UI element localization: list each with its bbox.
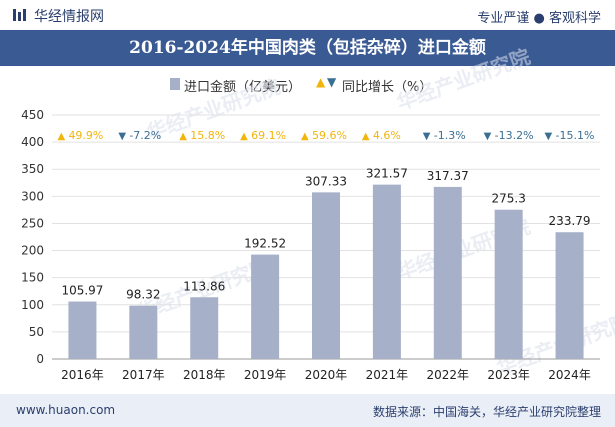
bar-value-label: 105.97 <box>61 284 103 298</box>
growth-label: -7.2% <box>129 129 161 142</box>
growth-down-triangle-icon: ▼ <box>423 131 431 142</box>
growth-label: 15.8% <box>190 129 225 142</box>
legend-label-growth: 同比增长（%） <box>342 80 433 95</box>
growth-down-triangle-icon: ▼ <box>484 131 492 142</box>
y-tick-label: 250 <box>21 216 44 230</box>
bar <box>129 305 158 359</box>
chart-title: 2016-2024年中国肉类（包括杂碎）进口金额 <box>129 38 486 58</box>
top-bar: 华经情报网 专业严谨 ● 客观科学 <box>0 0 615 30</box>
y-tick-label: 100 <box>21 298 44 312</box>
x-tick-label: 2024年 <box>548 368 591 382</box>
y-tick-label: 50 <box>29 325 44 339</box>
website-link[interactable]: www.huaon.com <box>16 403 116 417</box>
bar-value-label: 321.57 <box>366 167 408 181</box>
legend-swatch-bar <box>170 78 180 90</box>
legend-up-triangle-icon: ▲ <box>316 75 326 89</box>
bar <box>433 186 462 359</box>
bar-value-label: 192.52 <box>244 237 286 251</box>
growth-label: 49.9% <box>68 129 103 142</box>
growth-label: -15.1% <box>556 129 595 142</box>
growth-up-triangle-icon: ▲ <box>57 131 65 142</box>
bar <box>68 301 97 359</box>
y-tick-label: 350 <box>21 162 44 176</box>
y-tick-label: 200 <box>21 244 44 258</box>
watermark-text: 华经产业研究院 <box>394 44 534 114</box>
footer-bar: www.huaon.com 数据来源：中国海关，华经产业研究院整理 <box>0 394 615 427</box>
growth-label: 4.6% <box>373 129 401 142</box>
y-tick-label: 450 <box>21 108 44 122</box>
bar <box>312 192 340 359</box>
brand-name: 华经情报网 <box>34 9 104 25</box>
bar-value-label: 307.33 <box>305 174 347 188</box>
bar-value-label: 113.86 <box>183 279 225 293</box>
growth-label: 69.1% <box>251 129 286 142</box>
x-tick-label: 2022年 <box>427 368 470 382</box>
bar <box>494 209 523 359</box>
chart-legend: 进口金额（亿美元） ▲ ▼ 同比增长（%） <box>0 74 615 95</box>
bar-value-label: 317.37 <box>427 169 469 183</box>
bar <box>372 184 401 359</box>
bar <box>251 254 280 359</box>
bar-value-label: 233.79 <box>549 214 591 228</box>
x-tick-label: 2023年 <box>487 368 530 382</box>
growth-down-triangle-icon: ▼ <box>545 131 553 142</box>
growth-down-triangle-icon: ▼ <box>118 131 126 142</box>
bar <box>555 232 584 359</box>
x-tick-label: 2016年 <box>61 368 104 382</box>
growth-up-triangle-icon: ▲ <box>179 131 187 142</box>
x-tick-label: 2021年 <box>366 368 409 382</box>
x-tick-label: 2019年 <box>244 368 287 382</box>
legend-label-bar: 进口金额（亿美元） <box>184 80 302 95</box>
growth-up-triangle-icon: ▲ <box>301 131 309 142</box>
y-tick-label: 0 <box>36 352 44 366</box>
growth-label: -1.3% <box>434 129 466 142</box>
growth-label: -13.2% <box>495 129 534 142</box>
legend-down-triangle-icon: ▼ <box>327 75 337 89</box>
title-bar: 2016-2024年中国肉类（包括杂碎）进口金额 <box>0 30 615 66</box>
growth-up-triangle-icon: ▲ <box>240 131 248 142</box>
y-tick-label: 400 <box>21 135 44 149</box>
bar-value-label: 275.3 <box>491 192 525 206</box>
x-tick-label: 2017年 <box>122 368 165 382</box>
x-tick-label: 2018年 <box>183 368 226 382</box>
bar-value-label: 98.32 <box>126 288 160 302</box>
bar-chart: 华经产业研究院 华经产业研究院华经产业研究院华经产业研究院华经产业研究院05010… <box>21 44 615 382</box>
growth-up-triangle-icon: ▲ <box>362 131 370 142</box>
y-tick-label: 300 <box>21 189 44 203</box>
bar <box>190 297 219 359</box>
logo-icon <box>13 9 26 21</box>
tagline: 专业严谨 ● 客观科学 <box>477 11 601 26</box>
x-tick-label: 2020年 <box>305 368 348 382</box>
data-source: 数据来源：中国海关，华经产业研究院整理 <box>372 405 601 419</box>
y-tick-label: 150 <box>21 271 44 285</box>
growth-label: 59.6% <box>312 129 347 142</box>
